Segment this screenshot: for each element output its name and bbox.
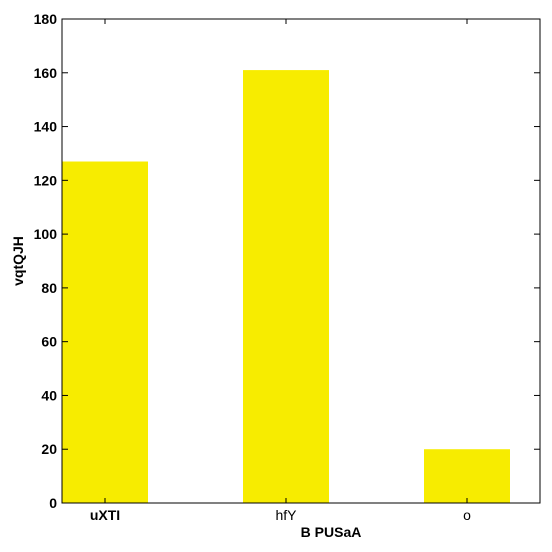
y-tick-label: 100	[34, 226, 58, 242]
y-tick-label: 40	[41, 387, 57, 403]
bars-layer	[62, 70, 510, 503]
y-tick-label: 60	[41, 334, 57, 350]
y-tick-label: 160	[34, 65, 58, 81]
bar-hfY	[243, 70, 329, 503]
x-tick-label: uXTI	[90, 507, 120, 523]
y-tick-label: 180	[34, 11, 58, 27]
x-tick-label: o	[463, 507, 471, 523]
y-tick-label: 0	[49, 495, 57, 511]
y-tick-label: 80	[41, 280, 57, 296]
y-axis-title: vqtQJH	[10, 236, 26, 286]
labels-layer: uXTI hfY o 0 20 40 60 80 100 120 140 160 180	[34, 11, 471, 523]
bar-o	[424, 449, 510, 503]
y-tick-label: 120	[34, 172, 58, 188]
plot-frame	[61, 18, 541, 504]
y-tick-label: 20	[41, 441, 57, 457]
x-axis-title: B PUSaA	[301, 524, 362, 540]
y-tick-label: 140	[34, 119, 58, 135]
axes-layer	[61, 18, 541, 504]
x-tick-label: hfY	[275, 507, 297, 523]
bar-uXTI	[62, 161, 148, 503]
